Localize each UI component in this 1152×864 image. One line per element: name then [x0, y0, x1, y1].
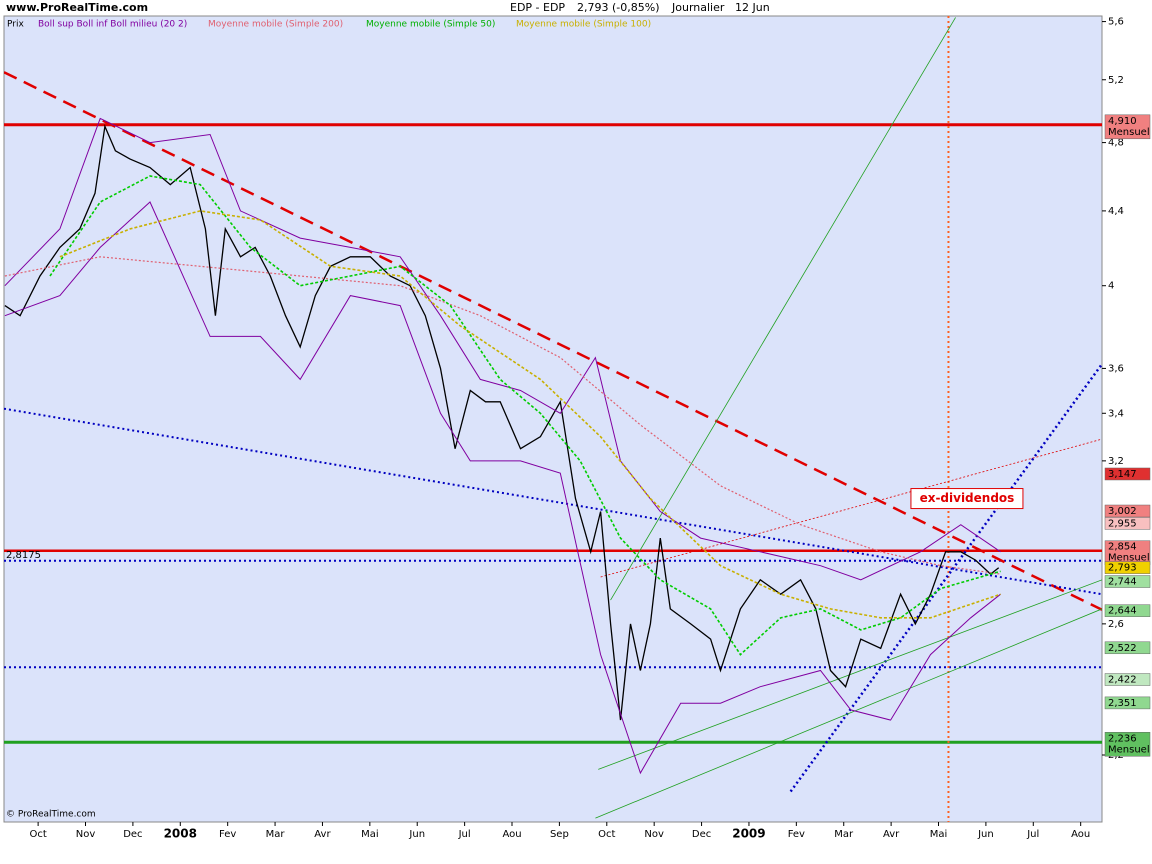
y-tick-label: 4,8: [1108, 138, 1124, 149]
trend-line: [600, 438, 1102, 578]
last-price: 2,793 (-0,85%): [577, 1, 659, 14]
price-tag-label: 4,910: [1108, 116, 1137, 127]
y-tick-label: 3,6: [1108, 363, 1124, 374]
price-tag: [1104, 517, 1151, 530]
trend-line: [610, 17, 956, 601]
price-tag-label: 2,644: [1108, 606, 1137, 617]
price-tag: [1104, 114, 1151, 140]
site: www.ProRealTime.com: [6, 1, 148, 14]
series-line: [4, 201, 1001, 775]
x-tick-label: Aou: [1071, 829, 1090, 840]
price-tag: [1104, 467, 1151, 481]
price-tag: [1104, 696, 1151, 710]
x-tick-label: Oct: [598, 829, 615, 840]
price-tag-label: 2,793: [1108, 563, 1137, 574]
price-tag-note: Mensuel: [1108, 744, 1150, 755]
trend-line: [4, 407, 1102, 596]
plot-area: [3, 15, 1103, 823]
price-tag-note: Mensuel: [1108, 553, 1150, 564]
price-tag-label: 2,422: [1108, 675, 1137, 686]
y-tick-label: 2,6: [1108, 619, 1124, 630]
x-tick-label: Sep: [550, 829, 569, 840]
price-tag: [1104, 673, 1151, 686]
x-tick-label: Fev: [219, 829, 236, 840]
x-tick-label: Avr: [883, 829, 900, 840]
x-tick-label: Nov: [644, 829, 664, 840]
plot: ex-dividendos: [4, 16, 1102, 822]
annotation-box: [910, 488, 1024, 510]
footer: © ProRealTime.com: [6, 810, 96, 820]
trend-line: [595, 608, 1102, 819]
period: Journalier: [671, 1, 725, 14]
price-tag: [1104, 540, 1151, 565]
y-tick-label: 3,4: [1108, 408, 1124, 419]
price-tag-label: 3,147: [1108, 469, 1137, 480]
y-tick-label: 4: [1108, 281, 1114, 292]
price-tag: [1104, 732, 1151, 757]
instrument: EDP - EDP: [510, 1, 565, 14]
legend-item: Moyenne mobile (Simple 200): [208, 20, 343, 30]
price-tag-label: 2,351: [1108, 698, 1137, 709]
x-tick-label: Dec: [123, 829, 142, 840]
series-line: [4, 256, 1001, 575]
legend-item: Prix: [7, 20, 24, 30]
series-line: [4, 117, 1001, 581]
x-tick-label: Mar: [266, 829, 286, 840]
price-tag-label: 2,854: [1108, 542, 1137, 553]
x-tick-label: Jul: [458, 829, 471, 840]
x-tick-label: Mar: [834, 829, 854, 840]
trend-line: [789, 363, 1102, 793]
price-tag: [1104, 641, 1151, 655]
series-line: [49, 175, 1001, 656]
y-tick-label: 5,2: [1108, 75, 1124, 86]
legend-item: Moyenne mobile (Simple 100): [516, 20, 651, 30]
legend-item: Boll sup Boll inf Boll milieu (20 2): [38, 20, 187, 30]
y-tick-label: 5,6: [1108, 17, 1124, 28]
annotation: ex-dividendos: [920, 491, 1015, 505]
price-tag: [1104, 504, 1151, 518]
price-tag-label: 2,955: [1108, 518, 1137, 529]
price-tag-label: 2,236: [1108, 733, 1137, 744]
series-line: [59, 210, 1001, 619]
x-tick-label: 2009: [732, 827, 765, 841]
x-tick-label: Jun: [977, 829, 994, 840]
price-tag-note: Mensuel: [1108, 127, 1150, 138]
y-tick-label: 3,2: [1108, 456, 1124, 467]
price-tag-label: 2,744: [1108, 577, 1137, 588]
x-tick-label: Oct: [29, 829, 46, 840]
x-tick-label: Mai: [930, 829, 948, 840]
trend-line: [4, 71, 1102, 611]
price-tag: [1104, 561, 1151, 574]
price-tag: [1104, 575, 1151, 588]
date: 12 Jun: [735, 1, 770, 14]
legend-item: Moyenne mobile (Simple 50): [366, 20, 495, 30]
x-tick-label: Fev: [788, 829, 805, 840]
legend: Prix Boll sup Boll inf Boll milieu (20 2…: [7, 20, 651, 30]
level-label: 2,8175: [6, 550, 41, 561]
price-tag-label: 3,002: [1108, 506, 1137, 517]
x-tick-label: Jul: [1026, 829, 1039, 840]
x-tick-label: 2008: [164, 827, 197, 841]
x-tick-label: Avr: [314, 829, 331, 840]
y-tick-label: 4,4: [1108, 206, 1124, 217]
series-line: [4, 124, 1000, 721]
x-tick-label: Nov: [76, 829, 96, 840]
x-tick-label: Aou: [502, 829, 521, 840]
x-tick-label: Jun: [408, 829, 425, 840]
x-tick-label: Mai: [361, 829, 379, 840]
x-tick-label: Dec: [692, 829, 711, 840]
price-tag: [1104, 604, 1151, 617]
price-tag-label: 2,522: [1108, 643, 1137, 654]
